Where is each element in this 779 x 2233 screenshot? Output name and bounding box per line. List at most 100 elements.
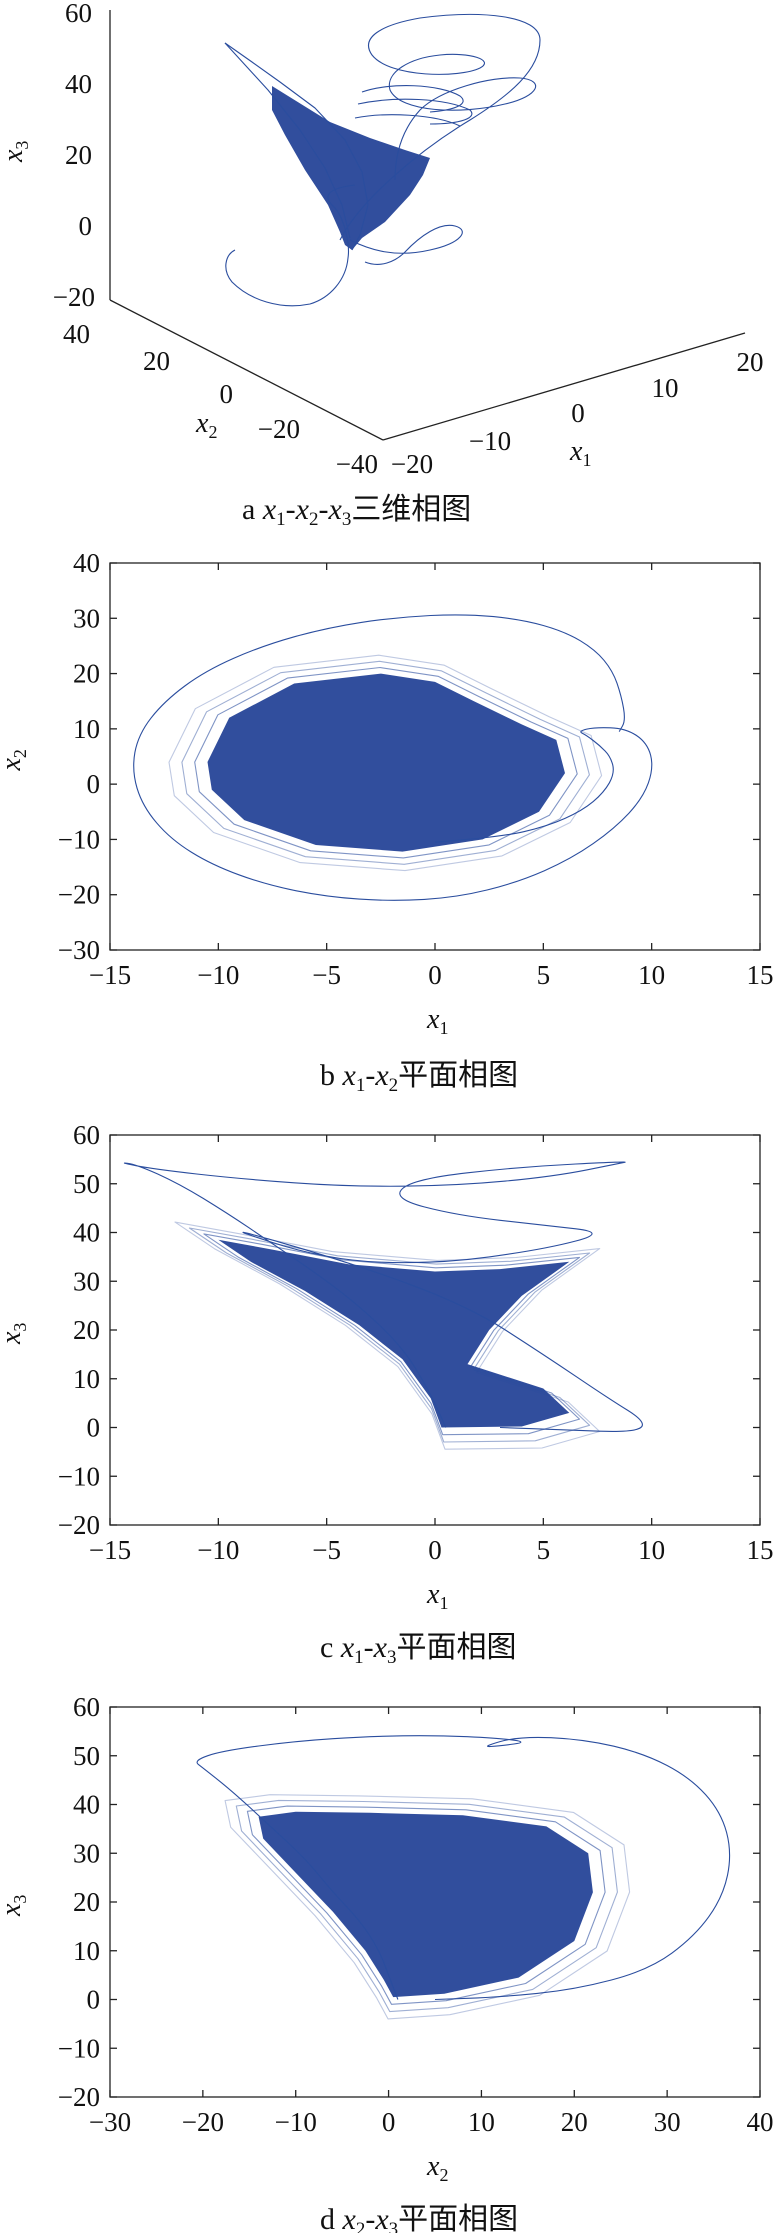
panel-a-inner-arm (224, 42, 351, 239)
panel-b-x-tick-label: 10 (638, 960, 665, 990)
panel-d-attractor-core (258, 1811, 593, 1998)
panel-d-trajectory-line (196, 1735, 731, 2001)
panel-c-x-axis-label: x1 (426, 1579, 448, 1613)
panel-a-x-tick-20: 20 (737, 347, 764, 377)
panel-a-y-tick-neg20: −20 (258, 414, 300, 444)
panel-b-x-tick-label: 5 (537, 960, 551, 990)
panel-a-x-tick-neg20: −20 (391, 449, 433, 479)
panel-d-x-tick-label: −30 (89, 2107, 131, 2137)
panel-d-orbit-ring (246, 1805, 606, 2005)
panel-b-y-axis-label: x2 (0, 749, 30, 771)
panel-d-x-tick-label: 30 (654, 2107, 681, 2137)
panel-b-trajectory-line (133, 614, 653, 901)
panel-c-trajectory-line (123, 1161, 643, 1432)
panel-a-left-arm (224, 42, 369, 251)
panel-b-x-tick-label: 15 (747, 960, 774, 990)
panel-a-z-label: x3 (0, 141, 32, 163)
panel-b: −15 −10 −5 0 5 10 15 −30 −20 −10 0 10 20 30 40 x1 x2 b x1… (0, 548, 774, 1096)
panel-d-x-tick-label: 10 (468, 2107, 495, 2137)
panel-a-dense-cone (272, 86, 430, 250)
panel-a-y-tick-neg40: −40 (336, 449, 378, 479)
panel-c-x-tick-label: −5 (312, 1535, 341, 1565)
panel-a-x-tick-neg10: −10 (469, 426, 511, 456)
panel-d-caption: d x2-x3平面相图 (320, 2203, 518, 2233)
panel-b-orbit-ring (194, 666, 578, 859)
panel-c-y-tick-label: 40 (73, 1218, 100, 1248)
panel-c-y-tick-label: 60 (73, 1120, 100, 1150)
panel-d-orbit-ring (235, 1799, 618, 2013)
panel-b-attractor-core (207, 673, 565, 852)
panel-a-axis-x (382, 332, 746, 441)
panel-d-y-tick-label: −10 (58, 2033, 100, 2063)
panel-c-y-tick-label: 30 (73, 1266, 100, 1296)
panel-a-z-tick-40: 40 (65, 69, 92, 99)
panel-a-y-tick-40: 40 (63, 319, 90, 349)
panel-d-y-tick-label: 60 (73, 1692, 100, 1722)
panel-d-y-tick-label: 40 (73, 1790, 100, 1820)
panel-d-x-axis-label: x2 (426, 2151, 448, 2185)
panel-d-x-tick-label: 20 (561, 2107, 588, 2137)
panel-c-x-tick-label: 10 (638, 1535, 665, 1565)
panel-c-orbit-ring (203, 1233, 581, 1436)
panel-a-upper-loops (339, 13, 541, 241)
panel-c-y-tick-label: −20 (58, 1510, 100, 1540)
panel-a-x-tick-10: 10 (652, 373, 679, 403)
panel-c-x-tick-label: 15 (747, 1535, 774, 1565)
panel-d-y-tick-label: 50 (73, 1741, 100, 1771)
panel-a-z-tick-neg20: −20 (53, 282, 95, 312)
panel-d-orbit-ring (224, 1794, 631, 2020)
panel-b-x-axis-label: x1 (426, 1004, 448, 1038)
panel-b-y-tick-label: −30 (58, 935, 100, 965)
panel-c-attractor-core (218, 1239, 570, 1428)
panel-a-base-wiggles (349, 224, 463, 265)
panel-c-y-tick-label: 50 (73, 1169, 100, 1199)
panel-d-x-tick-label: 40 (747, 2107, 774, 2137)
panel-b-caption: b x1-x2平面相图 (320, 1059, 518, 1096)
panel-b-y-tick-label: 0 (87, 769, 101, 799)
panel-d-y-tick-label: 0 (87, 1985, 101, 2015)
panel-a-y-tick-0: 0 (220, 379, 234, 409)
panel-a-y-tick-20: 20 (143, 346, 170, 376)
panel-c-y-tick-label: 0 (87, 1413, 101, 1443)
panel-d-y-tick-label: 10 (73, 1936, 100, 1966)
panel-a-z-tick-20: 20 (65, 140, 92, 170)
panel-a-x-tick-0: 0 (571, 398, 585, 428)
panel-b-y-tick-label: 20 (73, 659, 100, 689)
panel-d-y-tick-label: 20 (73, 1887, 100, 1917)
panel-a-axis-y (109, 299, 384, 441)
panel-a-cone-rings (354, 85, 473, 127)
panel-c-x-tick-label: −10 (197, 1535, 239, 1565)
panel-c-y-tick-label: −10 (58, 1461, 100, 1491)
panel-c-orbit-ring (188, 1227, 591, 1443)
panel-b-x-tick-label: 0 (428, 960, 442, 990)
panel-d-x-tick-label: 0 (382, 2107, 396, 2137)
panel-b-y-tick-label: −10 (58, 824, 100, 854)
panel-c: −15 −10 −5 0 5 10 15 −20 −10 0 10 20 30 40 50 60 x1 x3 c x… (0, 1120, 774, 1668)
panel-a-z-tick-60: 60 (65, 0, 92, 28)
panel-a-caption: a x1-x2-x3三维相图 (242, 493, 471, 530)
panel-c-x-tick-label: 5 (537, 1535, 551, 1565)
panel-b-y-tick-label: 40 (73, 548, 100, 578)
panel-d-x-tick-label: −20 (182, 2107, 224, 2137)
panel-b-y-tick-label: 10 (73, 714, 100, 744)
panel-a-y-label: x2 (195, 408, 217, 442)
panel-b-x-tick-label: −5 (312, 960, 341, 990)
panel-c-orbit-ring (174, 1221, 601, 1450)
panel-c-y-axis-label: x3 (0, 1323, 30, 1345)
panel-d-x-tick-label: −10 (275, 2107, 317, 2137)
panel-c-x-tick-label: 0 (428, 1535, 442, 1565)
panel-c-x-tick-label: −15 (89, 1535, 131, 1565)
panel-c-caption: c x1-x3平面相图 (320, 1631, 516, 1668)
panel-d-y-axis-label: x3 (0, 1895, 30, 1917)
panel-b-orbit-ring (181, 660, 590, 865)
panel-a: 60 40 20 0 −20 x3 40 20 0 −20 −40 x2 −20… (0, 0, 764, 530)
panel-d-y-tick-label: 30 (73, 1838, 100, 1868)
panel-a-lower-loop (225, 184, 356, 307)
panel-c-y-tick-label: 20 (73, 1315, 100, 1345)
panel-b-y-tick-label: 30 (73, 603, 100, 633)
panel-d-y-tick-label: −20 (58, 2082, 100, 2112)
panel-a-x-label: x1 (569, 436, 591, 470)
panel-d: −30−20−10010203040−20−100102030405060x2x… (0, 1692, 774, 2233)
panel-c-y-tick-label: 10 (73, 1364, 100, 1394)
